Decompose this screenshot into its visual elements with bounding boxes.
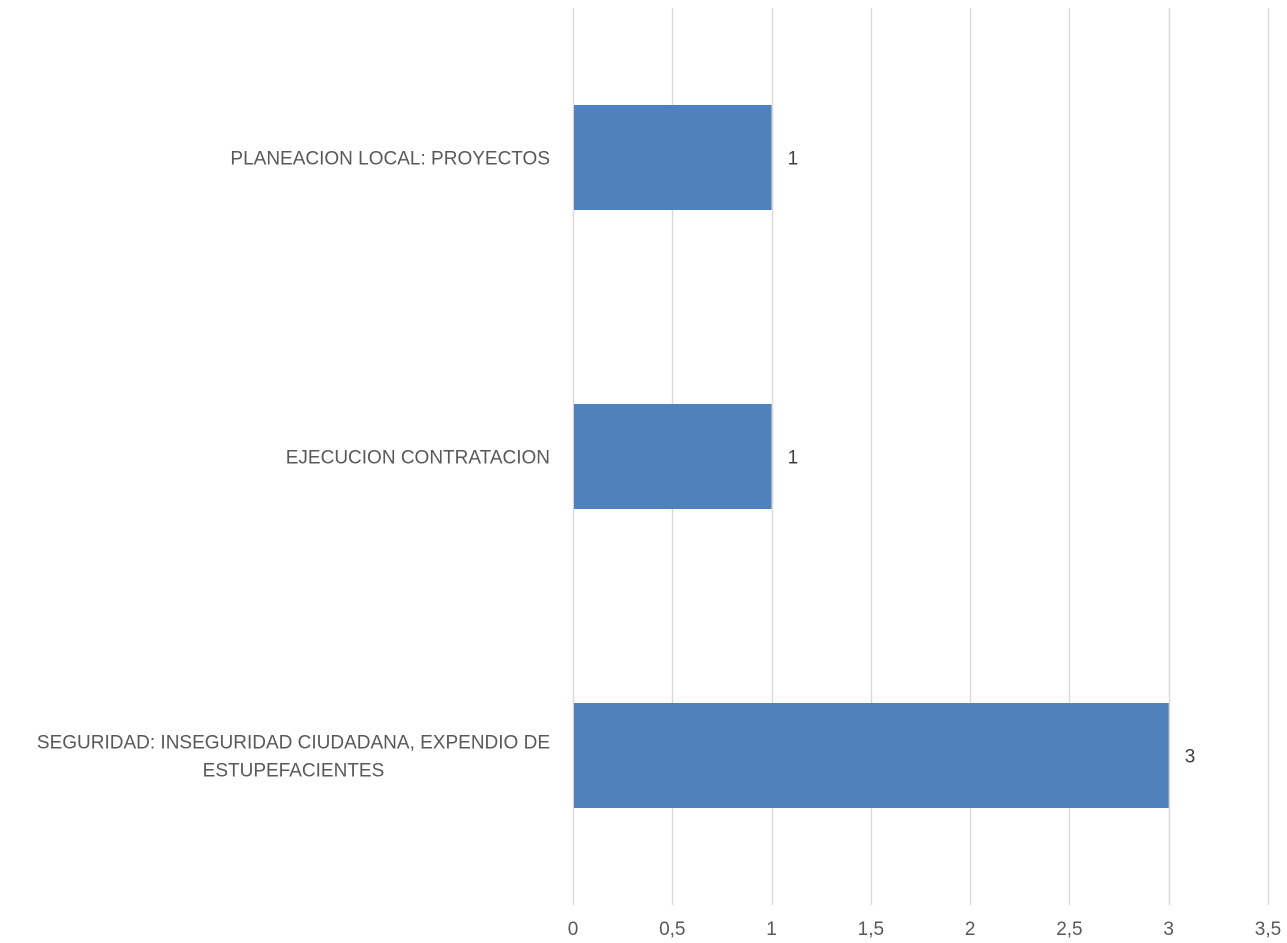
category-label: PLANEACION LOCAL: PROYECTOS	[230, 149, 550, 170]
category-label-line: ESTUPEFACIENTES	[203, 761, 385, 782]
category-label-line: SEGURIDAD: INSEGURIDAD CIUDADANA, EXPEND…	[37, 733, 550, 754]
bar	[574, 703, 1169, 808]
labels: 0 0,5 1 1,5 2 2,5 3 3,5 1 PLANEACION LOCAL: PROYE…	[37, 149, 1281, 941]
bar	[574, 404, 772, 509]
category-label: SEGURIDAD: INSEGURIDAD CIUDADANA, EXPEND…	[37, 733, 550, 782]
data-label: 3	[1185, 747, 1196, 768]
bars	[574, 105, 1169, 808]
x-tick-label: 2	[965, 919, 976, 940]
x-tick-label: 0	[568, 919, 579, 940]
bar	[574, 105, 772, 210]
x-tick-label: 2,5	[1056, 919, 1082, 940]
category-label: EJECUCION CONTRATACION	[286, 448, 550, 469]
x-tick-label: 0,5	[659, 919, 685, 940]
data-label: 1	[788, 149, 799, 170]
x-tick-label: 3,5	[1255, 919, 1281, 940]
x-tick-label: 1	[766, 919, 777, 940]
x-tick-label: 3	[1163, 919, 1174, 940]
x-tick-label: 1,5	[858, 919, 884, 940]
data-label: 1	[788, 448, 799, 469]
